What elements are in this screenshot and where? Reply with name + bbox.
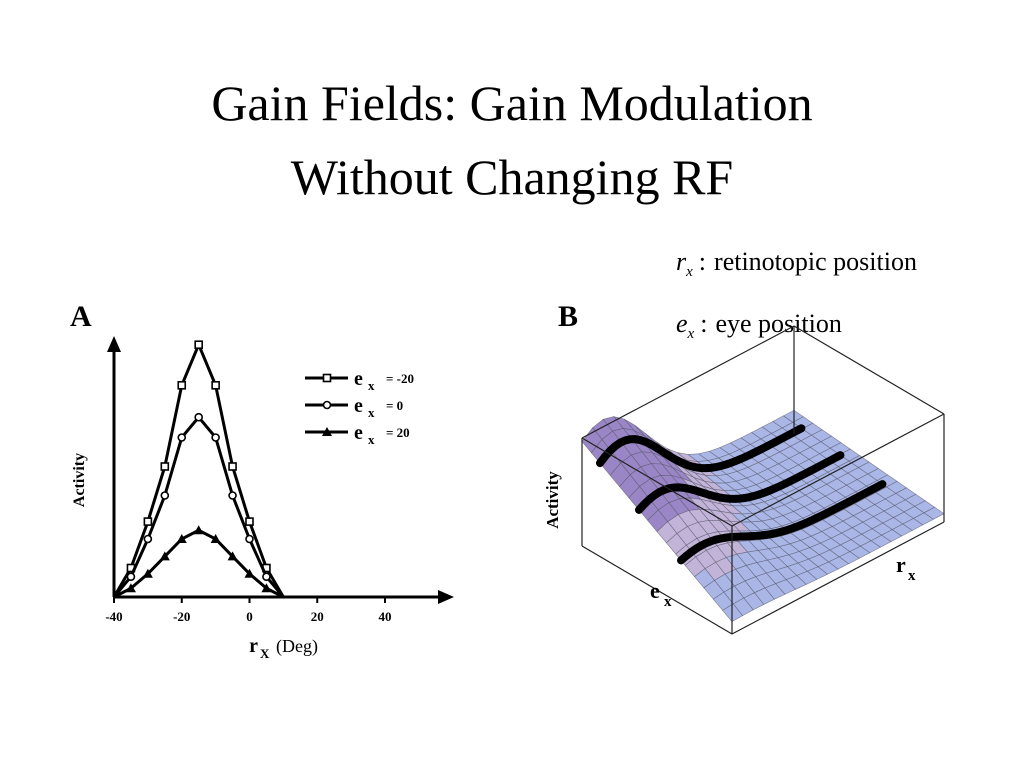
- x-axis-label: r: [249, 635, 258, 657]
- box-edge: [731, 413, 945, 527]
- definitions: rx: retinotopic position ex: eye position: [676, 236, 917, 360]
- x-axis-label-sub: X: [260, 646, 270, 661]
- z-axis-label: Activity: [543, 471, 562, 529]
- x-tick-label: -20: [173, 609, 190, 624]
- box-edge: [581, 545, 733, 635]
- ridge-stripe: [596, 424, 806, 473]
- data-point: [143, 517, 153, 526]
- data-point: [177, 381, 187, 390]
- chart-a-legend: e x = -20e x = 0e x = 20: [305, 368, 414, 447]
- chart-a-svg: A -40 -20 0 20 40 e x = -20e x = 0e x = 20 Activit…: [70, 300, 454, 661]
- data-point: [211, 381, 220, 390]
- data-point: [159, 551, 170, 561]
- surface-y-label: r: [896, 552, 906, 577]
- surface-mesh: [581, 409, 945, 623]
- x-tick-label: -40: [105, 609, 122, 624]
- x-tick-label: 40: [379, 609, 392, 624]
- legend-symbol-sub: x: [368, 378, 375, 393]
- legend-symbol: e: [354, 395, 363, 417]
- data-point: [160, 491, 170, 500]
- box-edge: [793, 325, 945, 415]
- definition-symbol: ex: [676, 309, 695, 343]
- slide-title-line-2: Without Changing RF: [290, 149, 734, 205]
- x-tick-label: 0: [246, 609, 253, 624]
- legend-symbol-sub: x: [368, 432, 375, 447]
- legend-value: = 20: [386, 425, 410, 440]
- panel-label-b: B: [558, 300, 578, 333]
- x-axis-unit: (Deg): [276, 636, 318, 657]
- panel-a-line-chart: A -40 -20 0 20 40 e x = -20 e x = 0 e x = 20 Activit…: [50, 290, 460, 680]
- surface-x-label-sub: x: [664, 594, 672, 610]
- data-point: [262, 572, 271, 582]
- legend-symbol-sub: x: [368, 405, 375, 420]
- definition-rx: rx: retinotopic position: [676, 247, 917, 281]
- slide-title-line-1: Gain Fields: Gain Modulation: [211, 75, 813, 131]
- data-point: [176, 534, 187, 543]
- definition-text: retinotopic position: [714, 247, 917, 276]
- legend-marker: [322, 400, 332, 410]
- data-point: [227, 551, 238, 561]
- legend-value: = -20: [386, 371, 414, 386]
- data-point: [245, 517, 254, 526]
- panel-label-a: A: [70, 300, 92, 333]
- panel-b-surface-plot: B Activity e x r x: [530, 290, 970, 670]
- data-point: [245, 534, 254, 544]
- series-line: [112, 414, 285, 598]
- series-line: [113, 528, 285, 599]
- series-circle: [112, 412, 285, 598]
- surface-x-label: e: [650, 578, 660, 603]
- y-axis-arrow: [107, 336, 121, 352]
- definition-ex: ex: eye position: [676, 309, 842, 343]
- data-point: [211, 433, 220, 442]
- definition-text: eye position: [715, 309, 842, 339]
- data-point: [228, 491, 237, 500]
- chart-a-axes: -40 -20 0 20 40: [105, 336, 454, 624]
- legend-symbol: e: [354, 368, 363, 390]
- data-point: [261, 583, 272, 593]
- surface-cell: [722, 603, 744, 623]
- data-point: [125, 583, 136, 593]
- box-edge: [581, 325, 795, 439]
- data-point: [194, 412, 203, 422]
- data-point: [244, 568, 255, 578]
- legend-symbol: e: [354, 422, 363, 444]
- x-axis-arrow: [438, 590, 454, 604]
- box-edge: [581, 437, 733, 527]
- legend-marker: [322, 373, 332, 383]
- data-point: [210, 534, 221, 543]
- y-axis-label: Activity: [71, 453, 88, 507]
- data-point: [194, 340, 203, 350]
- x-tick-label: 20: [311, 609, 324, 624]
- data-point: [143, 534, 153, 544]
- data-point: [193, 525, 204, 535]
- data-point: [228, 462, 237, 471]
- slide-title: Gain Fields: Gain Modulation Without Cha…: [0, 66, 1024, 214]
- chart-b-svg: B Activity e x r x: [543, 300, 945, 635]
- ridge-stripe: [677, 480, 887, 565]
- definition-symbol: rx: [676, 247, 693, 281]
- data-point: [160, 462, 170, 471]
- surface-bounding-box: [581, 325, 945, 635]
- legend-marker: [322, 427, 332, 436]
- data-point: [126, 572, 136, 582]
- legend-value: = 0: [386, 398, 403, 413]
- box-edge: [731, 521, 945, 635]
- series-triangle: [113, 525, 285, 599]
- data-point: [177, 433, 187, 442]
- data-point: [142, 568, 153, 578]
- surface-y-label-sub: x: [908, 568, 916, 584]
- ridge-stripe: [635, 451, 845, 514]
- chart-a-series: [112, 340, 285, 599]
